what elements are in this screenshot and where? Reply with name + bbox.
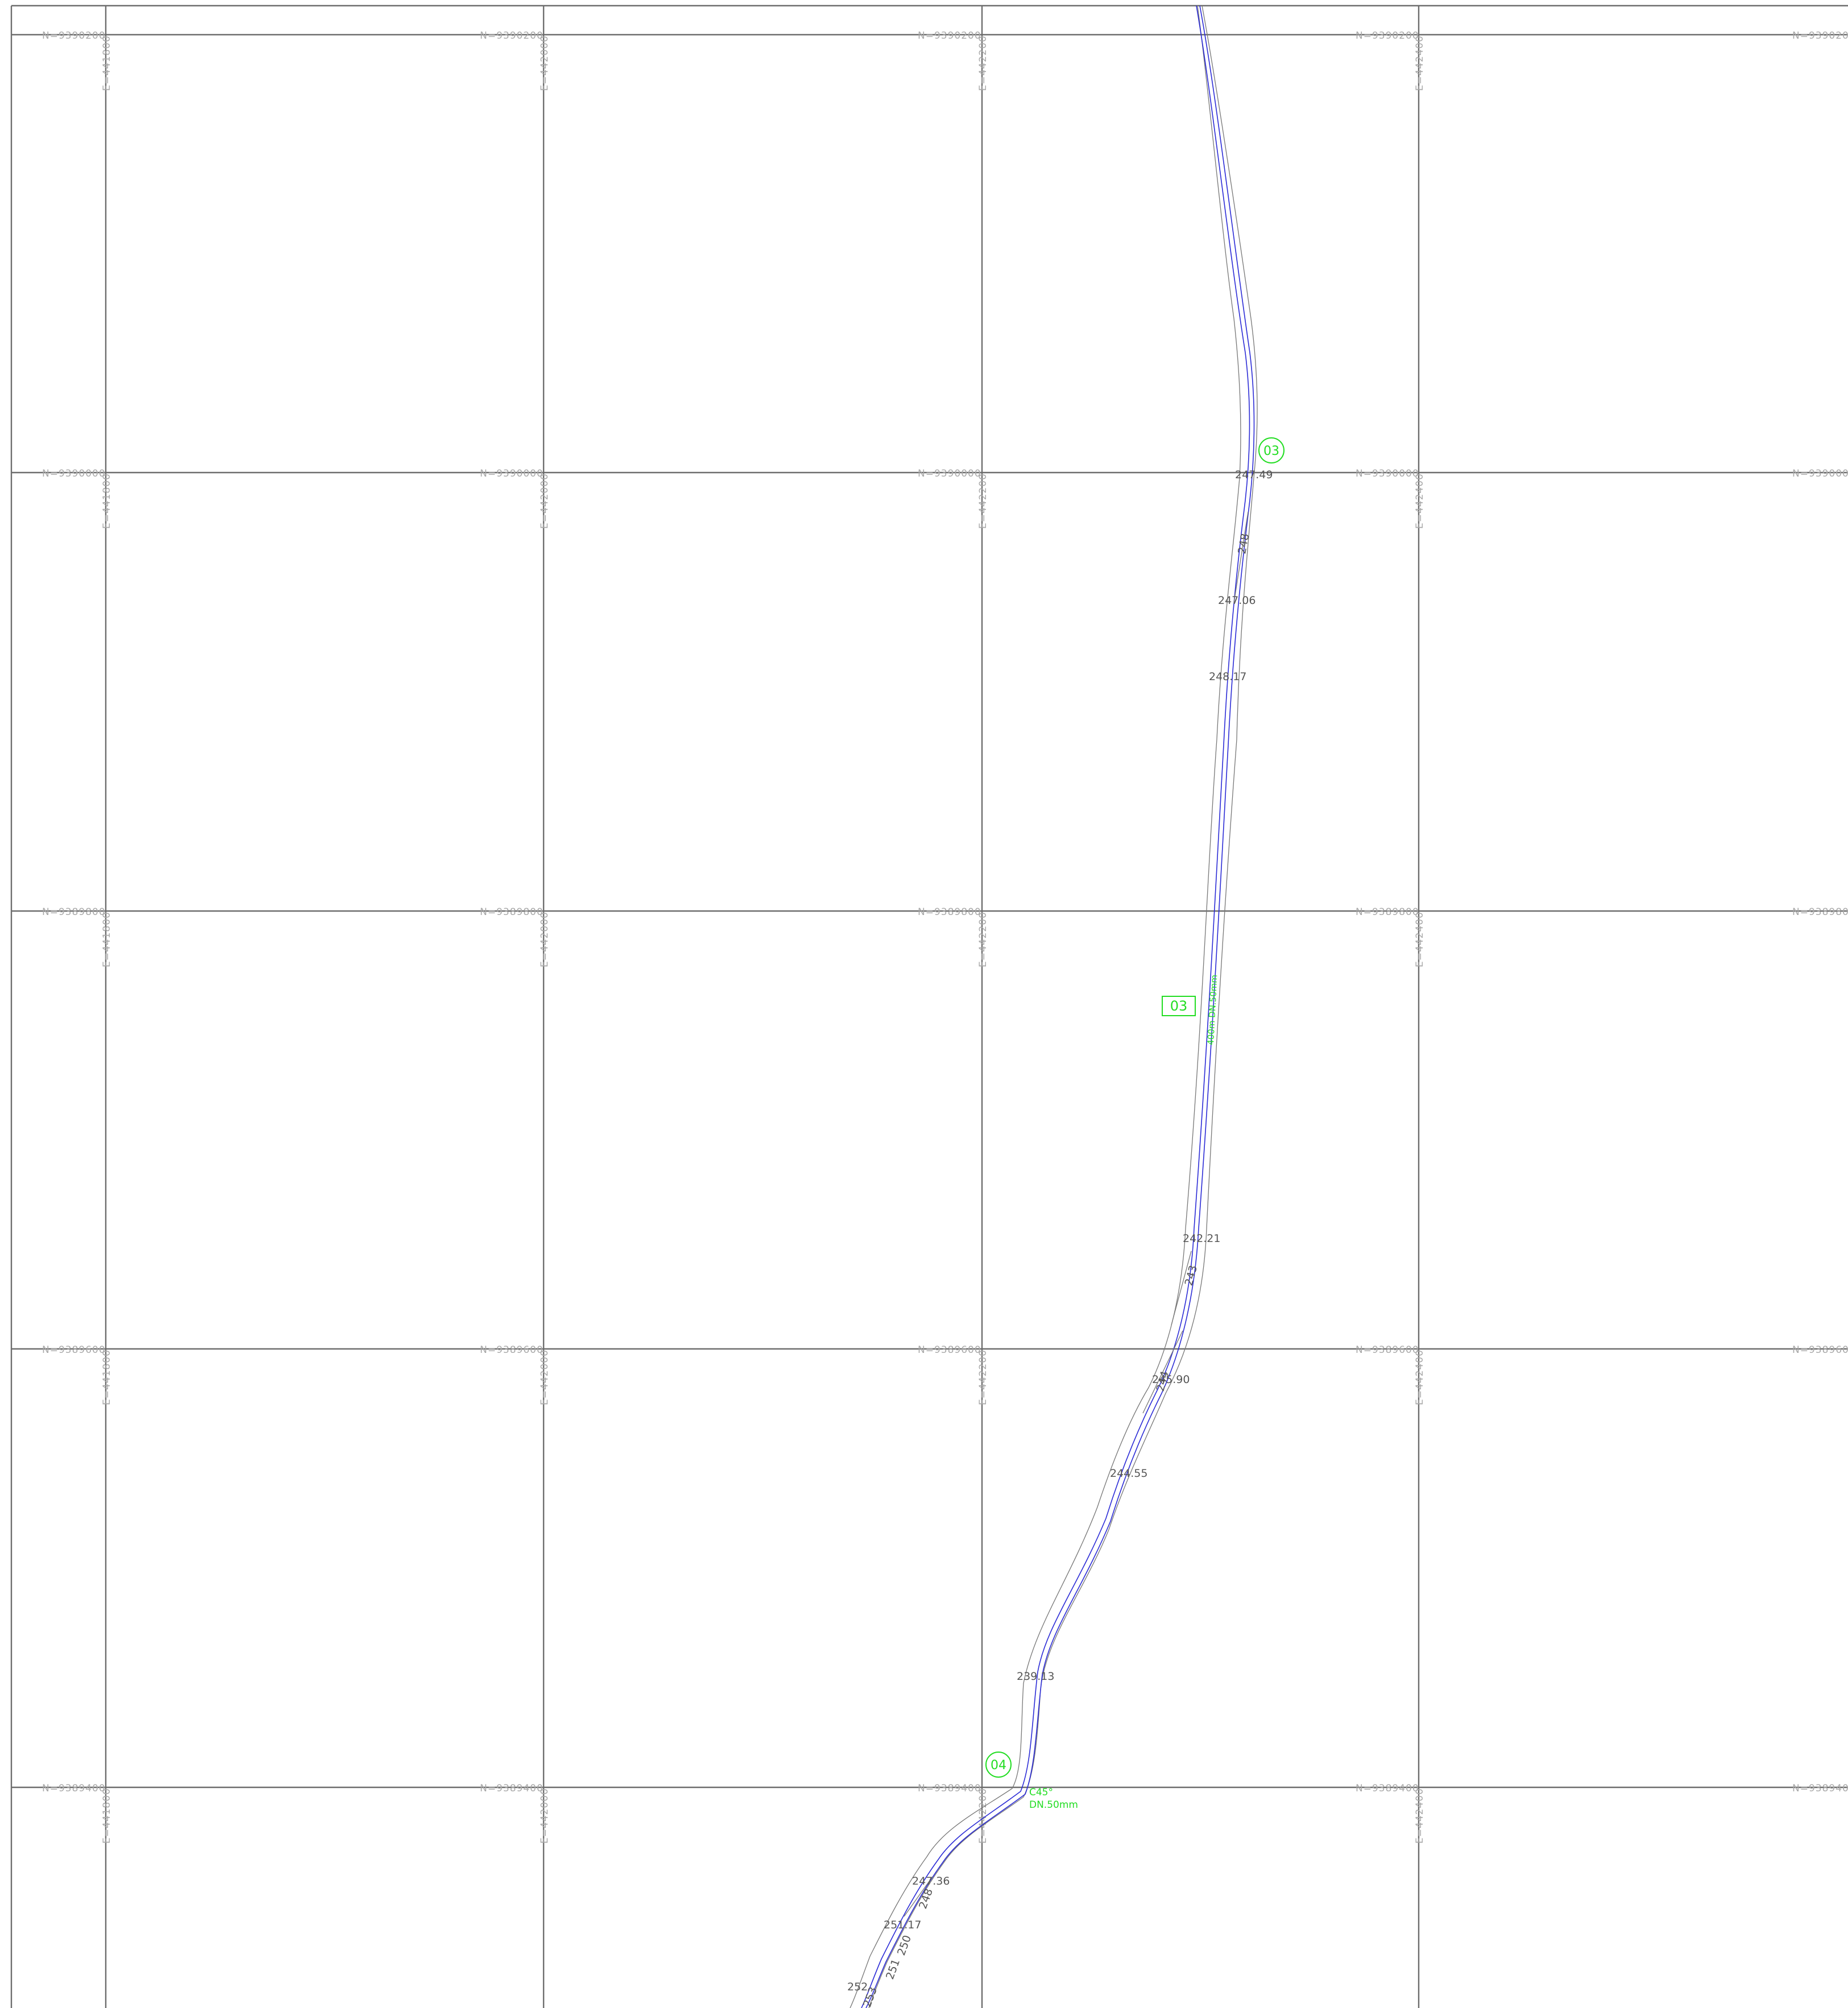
elevation-label: 251.17 <box>884 1919 921 1931</box>
northing-label: N=938960 <box>1792 1344 1848 1356</box>
northing-label: N=9389800 <box>1356 906 1419 918</box>
northing-label: N=9390200 <box>918 30 981 42</box>
easting-label: E=442000 <box>539 1788 550 1844</box>
easting-label: E=442000 <box>539 1349 550 1405</box>
road-spurs <box>904 511 1249 1917</box>
easting-label: E=442400 <box>1414 912 1426 967</box>
northing-label: N=9389800 <box>42 906 106 918</box>
northing-grid-lines <box>11 34 1848 1788</box>
elevation-label: 248.17 <box>1209 670 1246 683</box>
elevation-label: 242.21 <box>1183 1232 1220 1245</box>
northing-label: N=9390200 <box>42 30 106 42</box>
elevation-label: 252 <box>847 1981 868 1993</box>
elevation-label: 247.36 <box>912 1875 950 1887</box>
easting-label: E=441800 <box>101 35 113 91</box>
easting-label: E=442000 <box>539 912 550 967</box>
northing-label: N=9389400 <box>480 1783 544 1794</box>
northing-label: N=939020 <box>1792 30 1848 42</box>
northing-labels: N=9390200 N=9390200 N=9390200 N=9390200 … <box>42 30 1848 1794</box>
node-label: 03 <box>1263 444 1279 458</box>
road-edges <box>850 5 1258 2008</box>
section-box-label: 03 <box>1170 998 1188 1014</box>
easting-label: E=442400 <box>1414 473 1426 529</box>
northing-label: N=9389600 <box>480 1344 544 1356</box>
easting-label: E=442400 <box>1414 1349 1426 1405</box>
northing-label: N=9389600 <box>918 1344 981 1356</box>
pipeline-line-b <box>865 5 1255 2008</box>
node-circle <box>1258 437 1285 463</box>
northing-label: N=9390000 <box>1356 468 1419 479</box>
northing-label: N=938980 <box>1792 906 1848 918</box>
elevation-labels: 247.49 248 247.06 248.17 242.21 243 245.… <box>847 469 1273 2008</box>
elevation-label: 239.13 <box>1017 1670 1054 1683</box>
road-edge-right <box>868 5 1258 2008</box>
fitting-angle: C45° <box>1029 1787 1053 1798</box>
northing-label: N=9390000 <box>480 468 544 479</box>
elevation-label: 250 <box>895 1934 914 1957</box>
easting-label: E=442000 <box>539 473 550 529</box>
node-label: 04 <box>991 1758 1006 1773</box>
map-frame <box>10 5 1848 2008</box>
pipeline-route <box>861 5 1255 2008</box>
northing-label: N=9390000 <box>42 468 106 479</box>
northing-label: N=9389800 <box>480 906 544 918</box>
easting-label: E=442200 <box>977 912 989 967</box>
northing-label: N=9390200 <box>480 30 544 42</box>
pipeline-line-a <box>861 5 1250 2008</box>
northing-label: N=9389600 <box>42 1344 106 1356</box>
elevation-label: 244.55 <box>1110 1467 1147 1480</box>
elevation-label: 248 <box>1236 532 1252 555</box>
northing-label: N=9390200 <box>1356 30 1419 42</box>
section-03-box: 03 <box>1162 996 1196 1016</box>
section-box-frame <box>1162 996 1196 1016</box>
easting-label: E=441800 <box>101 1788 113 1844</box>
easting-label: E=442200 <box>977 1349 989 1405</box>
easting-grid-lines <box>105 6 1420 2008</box>
easting-label: E=442200 <box>977 35 989 91</box>
easting-label: E=441800 <box>101 1349 113 1405</box>
northing-label: N=9389400 <box>42 1783 106 1794</box>
easting-labels: E=441800 E=442000 E=442200 E=442400 E=44… <box>101 35 1426 1844</box>
elevation-label: 245.90 <box>1152 1373 1190 1386</box>
easting-label: E=442200 <box>977 1788 989 1844</box>
easting-label: E=442200 <box>977 473 989 529</box>
northing-label: N=9389400 <box>1356 1783 1419 1794</box>
easting-label: E=442000 <box>539 35 550 91</box>
easting-label: E=441800 <box>101 473 113 529</box>
node-04-marker: 04 <box>985 1752 1012 1778</box>
elevation-label: 247.49 <box>1235 469 1273 481</box>
northing-label: N=9389600 <box>1356 1344 1419 1356</box>
northing-label: N=9389800 <box>918 906 981 918</box>
easting-label: E=442400 <box>1414 35 1426 91</box>
node-03-marker: 03 <box>1258 437 1285 463</box>
northing-label: N=938940 <box>1792 1783 1848 1794</box>
easting-label: E=441800 <box>101 912 113 967</box>
fitting-label: C45° DN.50mm <box>1029 1787 1078 1811</box>
easting-label: E=442400 <box>1414 1788 1426 1844</box>
elevation-label: 248 <box>917 1887 935 1911</box>
elevation-label: 247.06 <box>1218 594 1256 607</box>
northing-label: N=939000 <box>1792 468 1848 479</box>
elevation-label: 243 <box>1183 1264 1200 1287</box>
node-circle <box>985 1752 1012 1778</box>
northing-label: N=9389400 <box>918 1783 981 1794</box>
fitting-diameter: DN.50mm <box>1029 1799 1078 1811</box>
northing-label: N=9390000 <box>918 468 981 479</box>
